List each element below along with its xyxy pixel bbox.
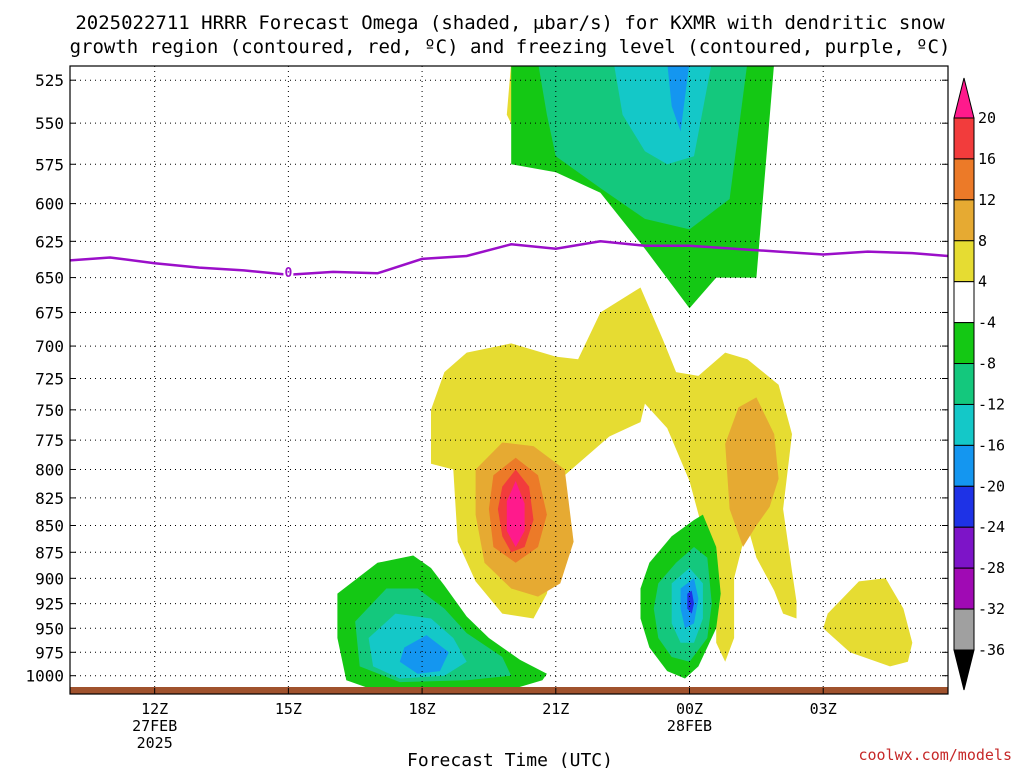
plot-area: 0 525 550 575 600 625 650 675 700 725 750 775 800 825… [25,65,949,752]
y-tick-label: 550 [35,114,64,133]
x-axis-title: Forecast Time (UTC) [407,750,613,768]
omega-region-3 [614,66,712,165]
colorbar-segment [953,240,975,283]
x-tick-date-label: 27FEB [132,717,177,735]
y-tick-label: 850 [35,517,64,536]
omega-region-7 [725,397,779,547]
omega-shading [337,66,913,692]
terrain-strip [70,687,948,694]
colorbar-segment [953,608,975,651]
colorbar-segment [953,444,975,487]
colorbar-label: 8 [978,232,987,250]
colorbar-segment [953,199,975,242]
x-tick-year-label: 2025 [137,734,173,752]
y-tick-label: 575 [35,155,64,174]
colorbar-label: -8 [978,355,996,373]
colorbar-segment [953,281,975,324]
y-tick-label: 900 [35,569,64,588]
colorbar-segment [953,567,975,610]
y-tick-label: 925 [35,595,64,614]
colorbar-top-arrow [953,77,975,119]
colorbar-segment [953,403,975,446]
freezing-level-label: 0 [284,266,292,281]
y-tick-label: 700 [35,337,64,356]
y-tick-label: 800 [35,460,64,479]
y-tick-label: 950 [35,619,64,638]
x-tick-label: 00Z [676,700,703,718]
colorbar-segment [953,322,975,365]
colorbar-segment [953,158,975,201]
y-tick-label: 650 [35,269,64,288]
y-tick-label: 1000 [25,667,64,686]
colorbar-label: -12 [978,395,1005,413]
y-tick-label: 675 [35,303,64,322]
omega-region-6 [823,578,913,667]
colorbar-label: 20 [978,109,996,127]
colorbar-segment [953,117,975,160]
chart-title-line2: growth region (contoured, red, ºC) and f… [70,36,951,58]
colorbar-label: -24 [978,518,1005,536]
y-tick-label: 775 [35,431,64,450]
freezing-level-label-bg [283,263,294,280]
credit-link[interactable]: coolwx.com/models [858,746,1012,764]
x-tick-label: 12Z [141,700,168,718]
colorbar-segment [953,363,975,405]
colorbar-label: 4 [978,273,987,291]
y-tick-label: 875 [35,543,64,562]
colorbar-segment [953,485,975,528]
omega-region-20 [687,590,694,614]
x-tick-label: 03Z [810,700,837,718]
freezing-level-line [69,240,949,276]
colorbar: 20 16 12 8 4 -4 -8 -12 -16 -20 -24 -28 -32 -36 [953,77,1005,691]
colorbar-label: -16 [978,436,1005,454]
x-tick-label: 21Z [542,700,569,718]
x-tick-date-label: 28FEB [667,717,712,735]
colorbar-label: -32 [978,600,1005,618]
colorbar-label: 16 [978,150,996,168]
y-tick-label: 525 [35,71,64,90]
colorbar-label: -20 [978,477,1005,495]
colorbar-label: -28 [978,559,1005,577]
y-tick-label: 600 [35,195,64,214]
y-tick-label: 825 [35,489,64,508]
colorbar-bottom-arrow [953,649,975,691]
chart-title-line1: 2025022711 HRRR Forecast Omega (shaded, … [75,12,945,34]
colorbar-label: 12 [978,191,996,209]
omega-region-15 [399,635,449,674]
colorbar-segment [953,526,975,569]
colorbar-label: -36 [978,641,1005,659]
y-tick-label: 750 [35,401,64,420]
x-tick-label: 18Z [409,700,436,718]
plot-frame [69,65,949,695]
omega-region-4 [667,66,690,132]
y-tick-label: 975 [35,643,64,662]
x-tick-label: 15Z [275,700,302,718]
y-tick-label: 725 [35,369,64,388]
y-tick-label: 625 [35,232,64,251]
colorbar-label: -4 [978,314,996,332]
